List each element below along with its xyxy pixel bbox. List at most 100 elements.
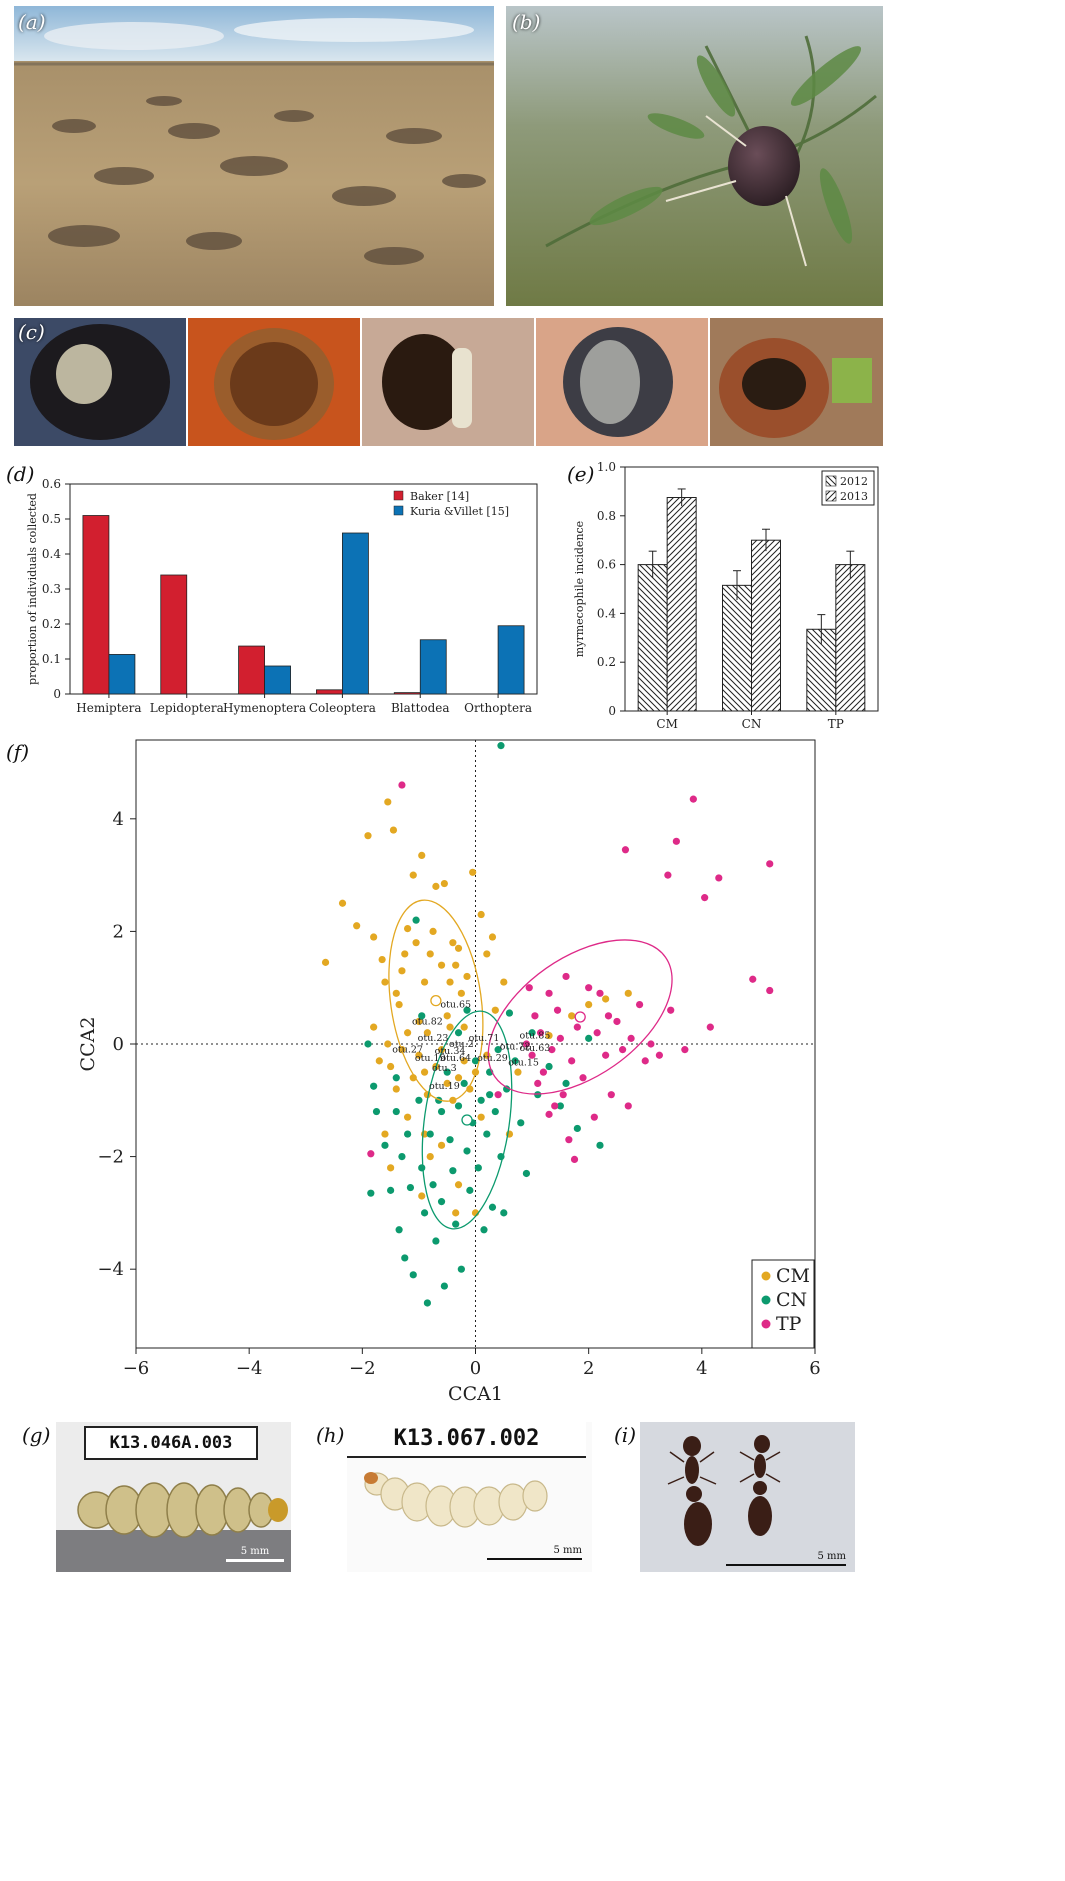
chart-f-point-tp bbox=[553, 1006, 562, 1014]
larva-photo-g bbox=[56, 1482, 291, 1572]
chart-f-point-cn bbox=[517, 1119, 525, 1127]
chart-f-point-tp bbox=[749, 975, 757, 983]
chart-f-point-cm bbox=[409, 1074, 417, 1082]
panel-a-savanna-photo: (a) bbox=[14, 6, 494, 306]
chart-f-point-cn bbox=[432, 1237, 440, 1245]
chart-f-legend-marker bbox=[761, 1295, 771, 1305]
chart-e-ytick-label: 1.0 bbox=[597, 460, 616, 474]
chart-f-point-cm bbox=[457, 989, 465, 997]
chart-f-point-cm bbox=[437, 1141, 446, 1149]
chart-d-ytick-label: 0.5 bbox=[42, 512, 61, 526]
chart-e-legend-swatch bbox=[825, 475, 837, 487]
chart-f-centroid-cm bbox=[430, 995, 442, 1007]
chart-f-otu-label: otu.85 bbox=[520, 1030, 551, 1041]
chart-d-bar bbox=[238, 645, 265, 695]
chart-d-bar bbox=[393, 692, 421, 695]
chart-f-point-cn bbox=[392, 1107, 400, 1116]
scale-bar-i-label: 5 mm bbox=[817, 1551, 846, 1562]
chart-e-ylabel: myrmecophile incidence bbox=[573, 521, 586, 657]
chart-d-ylabel: proportion of individuals collected bbox=[26, 493, 39, 685]
chart-e-ytick-label: 0.4 bbox=[597, 606, 616, 620]
chart-f-otu-label: otu.65 bbox=[440, 999, 471, 1010]
chart-e-legend-label: 2012 bbox=[840, 475, 868, 488]
chart-f-point-tp bbox=[367, 1150, 375, 1158]
chart-d-bar bbox=[108, 654, 136, 695]
chart-f-otu-label: otu.71 bbox=[469, 1033, 500, 1044]
chart-f-point-cm bbox=[426, 950, 434, 958]
chart-f-ytick-label: 4 bbox=[113, 809, 124, 830]
chart-f-point-cm bbox=[321, 958, 330, 966]
chart-f-point-cm bbox=[432, 882, 440, 890]
chart-f-point-cn bbox=[471, 1057, 480, 1065]
chart-d-category-label: Orthoptera bbox=[464, 701, 532, 715]
chart-d-legend-swatch bbox=[393, 505, 404, 516]
chart-f-point-cm bbox=[398, 967, 406, 975]
specimen-tag-h: K13.067.002 bbox=[347, 1422, 586, 1458]
panel-b-gall-photo: (b) bbox=[506, 6, 883, 306]
chart-f-otu-label: otu.64 bbox=[440, 1053, 471, 1064]
chart-f-point-tp bbox=[621, 846, 630, 854]
chart-f-point-tp bbox=[689, 795, 697, 803]
chart-f-point-cn bbox=[596, 1141, 604, 1149]
chart-f-point-cm bbox=[426, 1152, 434, 1161]
chart-f-point-cm bbox=[387, 1164, 395, 1172]
chart-d-bar bbox=[342, 532, 369, 695]
chart-f-point-cm bbox=[452, 961, 460, 969]
chart-f-otu-label: otu.34 bbox=[435, 1046, 466, 1057]
chart-f-point-cm bbox=[443, 1079, 451, 1088]
chart-f-otu-label: otu.82 bbox=[412, 1016, 443, 1027]
chart-f-point-cm bbox=[429, 927, 437, 936]
chart-f-xtick-label: 0 bbox=[470, 1358, 481, 1379]
chart-f-ytick-label: 0 bbox=[113, 1034, 124, 1055]
chart-f-point-tp bbox=[635, 1000, 644, 1009]
chart-f-point-cn bbox=[562, 1079, 570, 1088]
chart-f-point-cn bbox=[437, 1198, 446, 1206]
chart-e-myrmecophile-incidence: 0 0.2 0.4 0.6 0.8 1.0 myrmecophile incidence CM… bbox=[573, 460, 879, 731]
chart-f-point-cn bbox=[491, 1107, 499, 1116]
chart-f-point-cm bbox=[415, 1017, 423, 1026]
chart-d-legend-label: Kuria &Villet [15] bbox=[410, 505, 509, 518]
scale-bar-g: 5 mm bbox=[226, 1546, 284, 1562]
chart-f-point-tp bbox=[551, 1102, 559, 1110]
chart-f-point-cm bbox=[469, 868, 477, 876]
chart-f-point-cn bbox=[545, 1062, 553, 1071]
chart-f-point-cm bbox=[585, 1000, 593, 1009]
chart-f-point-cm bbox=[514, 1068, 522, 1076]
savanna-photo bbox=[14, 6, 494, 306]
chart-f-point-cn bbox=[486, 1091, 494, 1099]
chart-f-point-cm bbox=[488, 933, 497, 941]
chart-e-bar bbox=[722, 584, 752, 712]
chart-f-point-cm bbox=[440, 879, 448, 888]
chart-f-ytick-label: −2 bbox=[97, 1147, 124, 1168]
chart-f-point-cm bbox=[415, 1051, 423, 1059]
chart-f-point-cn bbox=[452, 1220, 460, 1228]
chart-f-point-tp bbox=[590, 1113, 598, 1121]
chart-f-point-tp bbox=[706, 1023, 714, 1031]
chart-d-bar bbox=[419, 639, 447, 695]
chart-f-point-cm bbox=[568, 1012, 576, 1020]
chart-f-point-cm bbox=[392, 1085, 400, 1093]
chart-f-point-cn bbox=[497, 742, 505, 750]
chart-f-point-cm bbox=[446, 978, 454, 986]
chart-f-point-cm bbox=[477, 910, 485, 919]
chart-f-legend-label: CM bbox=[776, 1265, 810, 1287]
chart-f-point-tp bbox=[525, 984, 533, 992]
chart-f-point-cn bbox=[381, 1141, 389, 1149]
chart-f-point-cm bbox=[384, 1040, 392, 1048]
chart-f-point-tp bbox=[701, 894, 709, 902]
chart-f-legend-marker bbox=[761, 1271, 771, 1281]
chart-f-otu-label: otu.63 bbox=[520, 1043, 551, 1054]
chart-f-legend-label: TP bbox=[776, 1313, 802, 1335]
chart-f-point-cn bbox=[426, 1130, 434, 1138]
chart-f-point-cm bbox=[454, 944, 463, 952]
chart-f-xtick-label: 2 bbox=[583, 1358, 594, 1379]
chart-f-point-tp bbox=[579, 1074, 587, 1082]
chart-d-ytick-label: 0.6 bbox=[42, 477, 61, 491]
chart-f-point-cm bbox=[545, 1031, 553, 1040]
chart-f-point-cn bbox=[437, 1107, 446, 1116]
chart-f-ytick-label: 2 bbox=[113, 921, 124, 942]
chart-f-point-tp bbox=[531, 1012, 539, 1020]
chart-f-point-cm bbox=[412, 939, 420, 947]
chart-f-xtick-label: 6 bbox=[809, 1358, 820, 1379]
panel-label-a: (a) bbox=[18, 10, 46, 34]
